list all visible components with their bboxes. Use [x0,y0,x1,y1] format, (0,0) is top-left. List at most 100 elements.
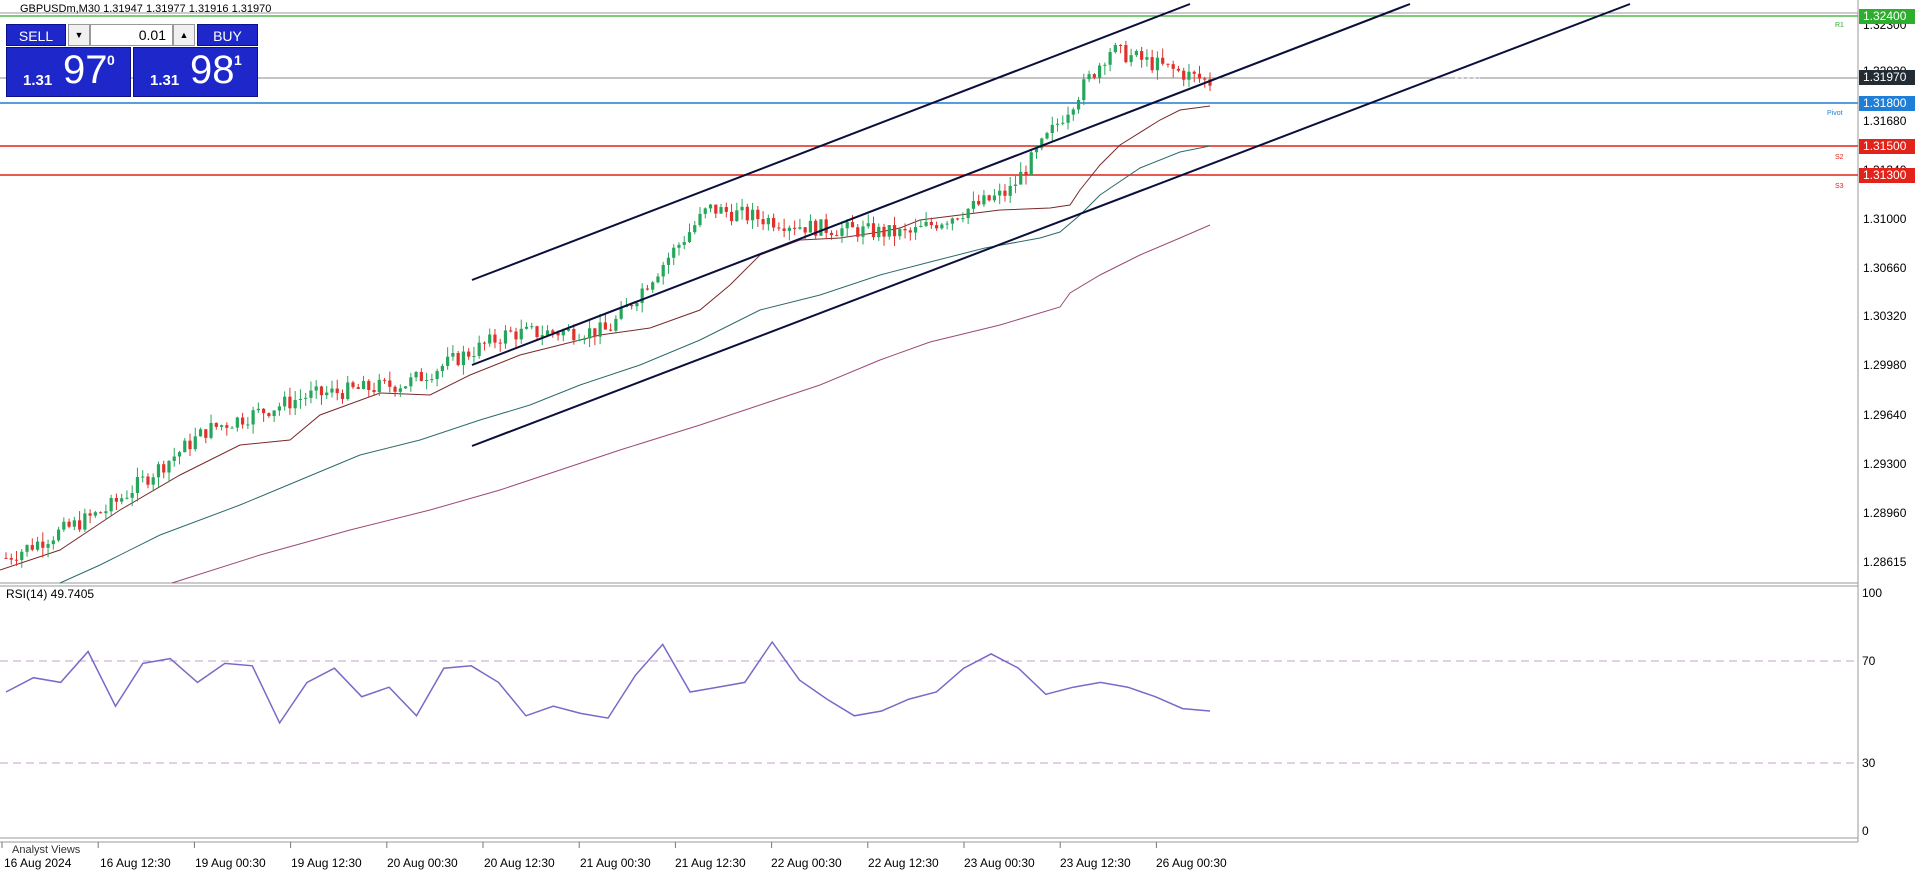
candle-body [461,351,466,366]
candle-body [998,190,1002,196]
candle-body [488,334,492,344]
one-click-trading-panel[interactable]: SELL ▼ ▲ BUY 1.31 97 0 1.31 98 1 [6,24,258,97]
time-tick: 20 Aug 00:30 [387,856,458,870]
candle-body [372,390,376,392]
price-tick: 1.29980 [1863,358,1907,372]
candle-body [298,398,303,401]
pivot-label-r1: R1 [1835,22,1844,29]
candle-body [272,410,276,417]
pivot-label-s2: S2 [1835,154,1844,161]
candle-body [1203,78,1207,80]
candle-body [1082,79,1086,101]
candle-body [493,334,497,343]
sell-button[interactable]: SELL [6,24,66,46]
candle-body [556,332,560,336]
candle-body [1176,68,1181,71]
sell-price-button[interactable]: 1.31 97 0 [6,47,131,97]
candle-body [913,227,918,233]
candle-body [1024,171,1028,175]
candle-body [651,282,655,290]
candle-body [1197,73,1202,79]
candle-body [630,305,634,307]
candle-body [1150,57,1154,71]
candle-body [319,386,324,396]
candle-body [740,206,744,211]
candle-body [62,521,66,530]
candle-body [966,208,970,219]
candle-body [777,227,781,229]
candle-body [219,425,224,427]
rsi-level-label: 0 [1862,824,1869,838]
buy-button[interactable]: BUY [197,24,258,46]
price-channel[interactable] [471,3,1631,447]
candle-body [151,477,155,485]
buy-price-main: 98 [190,48,235,92]
candle-body [1029,152,1033,175]
time-tick: 23 Aug 00:30 [964,856,1035,870]
candle-body [446,356,450,366]
candle-body [1108,52,1112,65]
candle-body [435,371,439,380]
candle-body [1076,100,1081,110]
candle-body [677,244,681,248]
chart-symbol-title: GBPUSDm,M30 1.31947 1.31977 1.31916 1.31… [20,3,272,15]
candle-body [414,372,418,378]
candle-body [472,356,476,358]
candle-body [745,206,749,221]
candle-body [509,330,513,332]
candle-body [798,227,802,229]
candle-body [293,400,297,409]
sell-price-main: 97 [63,48,108,92]
candle-body [30,545,34,550]
candle-body [482,342,487,344]
candle-body [72,520,76,527]
candle-body [719,207,723,214]
candle-body [887,225,891,237]
rsi-title: RSI(14) 49.7405 [6,587,95,601]
candle-body [451,353,455,357]
candle-body [277,406,281,411]
candle-body [114,498,119,502]
candle-body [477,342,481,357]
moving-average-fast [0,105,1211,571]
candle-body [25,545,29,552]
candle-body [188,440,192,450]
candle-body [766,218,770,225]
candle-body [209,422,213,438]
candle-body [908,230,912,233]
lot-size-input[interactable] [90,24,173,46]
channel-middle-line [471,3,1411,366]
price-tag-pivot: 1.31800 [1859,96,1915,111]
candle-body [856,227,860,237]
candle-body [1040,138,1044,149]
candle-body [503,330,508,344]
candle-body [1092,74,1096,78]
buy-price-button[interactable]: 1.31 98 1 [133,47,258,97]
candle-body [1071,109,1075,115]
lot-decrease-icon[interactable]: ▼ [68,24,90,46]
candle-body [587,328,592,339]
candle-body [656,276,660,283]
candle-body [761,219,765,225]
lot-increase-icon[interactable]: ▲ [173,24,195,46]
candle-body [398,388,402,392]
candle-body [262,408,266,414]
candle-body [304,397,308,399]
candle-body [146,476,150,485]
candle-body [225,425,229,428]
candle-body [682,242,686,245]
candle-body [945,223,949,225]
candle-body [246,424,250,426]
candle-body [256,408,260,411]
candle-body [340,393,345,400]
candle-body [892,225,897,237]
time-tick: 22 Aug 12:30 [868,856,939,870]
candle-body [409,377,413,387]
candle-body [1019,171,1023,185]
candle-body [530,326,534,328]
candle-body [1066,114,1070,123]
analyst-views-label[interactable]: Analyst Views [12,844,81,856]
candle-body [1124,45,1128,63]
